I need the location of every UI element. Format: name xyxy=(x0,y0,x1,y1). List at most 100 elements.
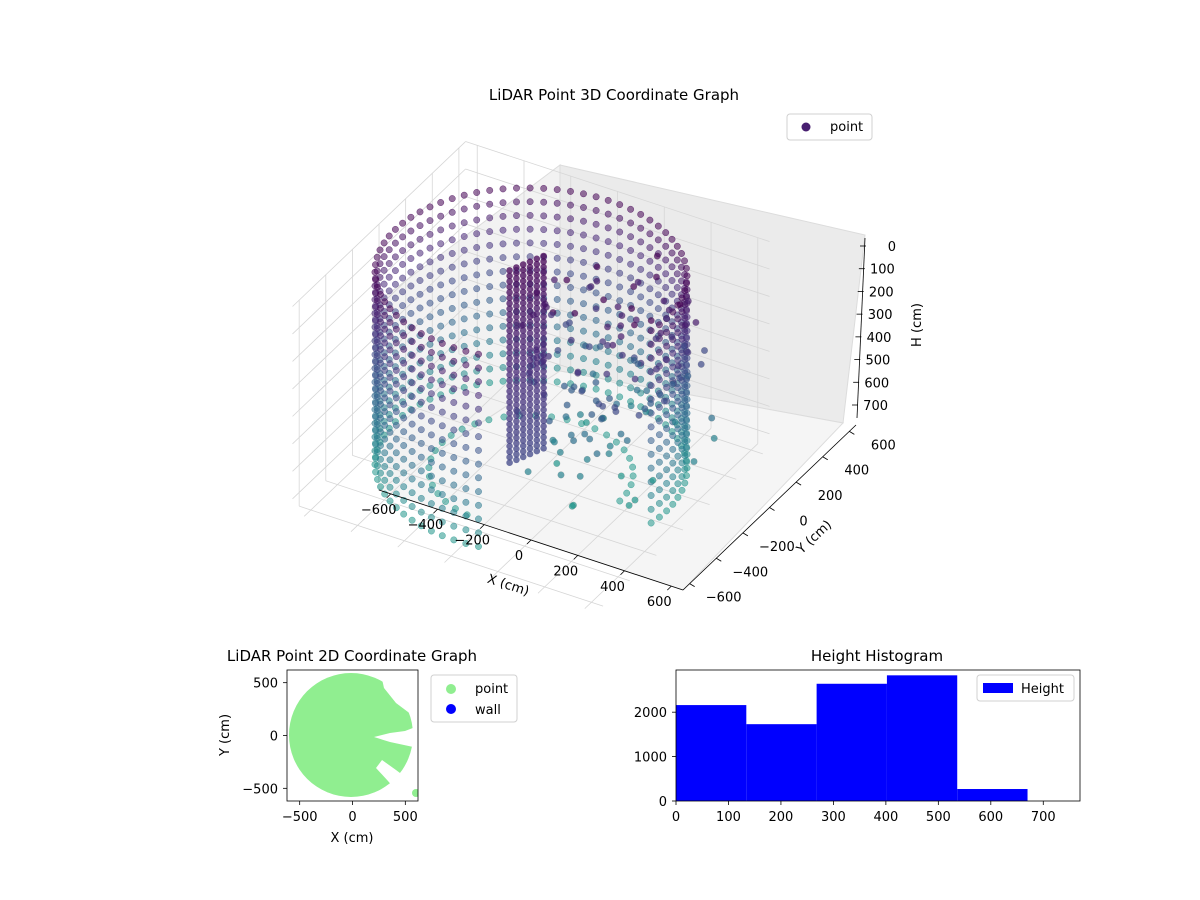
data-point-3d xyxy=(448,195,456,203)
data-point-3d xyxy=(391,225,399,233)
data-point-3d xyxy=(627,402,635,410)
data-point-3d xyxy=(408,516,416,524)
data-point-3d xyxy=(526,357,534,364)
y-tick-mark xyxy=(849,431,855,435)
data-point-3d xyxy=(400,318,408,326)
data-point-3d xyxy=(506,338,513,346)
data-point-3d xyxy=(519,442,527,450)
data-point-3d xyxy=(506,448,513,456)
data-point-3d xyxy=(408,365,416,373)
data-point-3d xyxy=(513,374,520,381)
data-point-3d xyxy=(526,412,534,419)
data-point-3d xyxy=(386,483,394,491)
data-point-3d xyxy=(513,423,520,431)
data-point-3d xyxy=(386,318,394,326)
data-point-3d xyxy=(475,446,482,454)
data-point-3d xyxy=(437,212,445,220)
data-point-3d xyxy=(462,526,470,534)
axes-frame-histogram xyxy=(675,669,1081,802)
data-point-3d xyxy=(678,486,686,494)
data-point-3d xyxy=(450,426,458,434)
data-point-3d xyxy=(616,242,624,250)
data-point-3d xyxy=(604,196,612,204)
data-point-3d xyxy=(540,384,547,392)
data-point-3d xyxy=(526,313,534,321)
data-point-3d xyxy=(674,329,682,337)
data-point-3d xyxy=(374,297,381,305)
data-point-3d xyxy=(381,476,389,484)
data-point-3d xyxy=(450,481,458,489)
data-point-3d xyxy=(473,257,481,265)
data-point-3d xyxy=(377,318,384,326)
data-point-3d xyxy=(669,322,677,330)
data-point-3d xyxy=(417,398,425,406)
data-point-3d xyxy=(399,274,407,282)
data-point-3d xyxy=(374,379,381,387)
data-point-3d xyxy=(603,370,611,378)
data-point-3d xyxy=(400,387,408,394)
data-point-3d xyxy=(585,343,593,351)
data-point-3d xyxy=(380,266,388,274)
data-point-3d xyxy=(586,284,594,292)
x-tick-mark xyxy=(620,570,625,576)
data-point-3d xyxy=(674,411,682,419)
data-point-3d xyxy=(540,307,547,315)
data-point-3d xyxy=(519,261,527,268)
data-point-3d xyxy=(450,440,458,448)
data-point-3d xyxy=(427,527,435,535)
data-point-3d xyxy=(460,246,468,254)
data-point-3d xyxy=(377,483,384,491)
data-point-3d xyxy=(386,387,394,395)
data-point-3d xyxy=(499,185,507,193)
data-point-3d xyxy=(526,384,534,392)
legend-marker-point xyxy=(801,122,811,132)
data-point-3d xyxy=(533,277,541,285)
data-point-3d xyxy=(385,232,393,240)
data-point-3d xyxy=(526,445,534,452)
data-point-3d xyxy=(589,370,597,378)
data-point-3d xyxy=(604,224,612,232)
data-point-3d xyxy=(417,330,425,338)
data-point-3d xyxy=(683,279,690,287)
data-point-3d xyxy=(499,295,507,303)
data-point-3d xyxy=(462,375,470,383)
data-point-3d xyxy=(386,428,394,436)
data-point-3d xyxy=(655,445,663,452)
data-point-3d xyxy=(506,349,513,357)
data-point-3d xyxy=(519,365,527,373)
data-point-3d xyxy=(506,300,513,307)
data-point-3d xyxy=(448,277,456,285)
data-point-3d xyxy=(663,479,671,487)
ticks-2d: −500 0 500 −500 0 500 xyxy=(242,677,417,825)
data-point-3d xyxy=(684,297,692,305)
data-point-3d xyxy=(448,305,456,312)
data-point-3d xyxy=(448,263,456,271)
data-point-3d xyxy=(540,329,547,337)
data-point-3d xyxy=(392,339,400,347)
data-point-3d xyxy=(448,332,456,340)
z-tick-label: 400 xyxy=(867,331,892,346)
data-point-3d xyxy=(604,293,612,300)
data-point-3d xyxy=(450,522,458,530)
data-point-3d xyxy=(462,443,470,451)
data-point-3d xyxy=(427,431,435,439)
data-point-3d xyxy=(416,249,424,257)
data-point-3d xyxy=(655,458,663,466)
data-point-3d xyxy=(381,435,389,443)
data-point-3d xyxy=(417,357,425,365)
data-point-3d xyxy=(427,362,435,370)
data-point-3d xyxy=(475,474,482,482)
data-point-3d xyxy=(427,376,435,384)
data-point-3d xyxy=(669,473,677,481)
data-point-3d xyxy=(592,289,600,297)
data-point-3d xyxy=(427,403,435,411)
data-point-3d xyxy=(616,497,624,505)
data-point-3d xyxy=(519,360,527,367)
data-point-3d xyxy=(506,360,513,368)
data-point-3d xyxy=(407,296,415,304)
data-point-3d xyxy=(669,487,677,495)
data-point-3d xyxy=(386,442,394,450)
data-point-3d xyxy=(526,346,534,353)
data-point-3d xyxy=(592,316,600,324)
data-point-3d xyxy=(663,328,671,336)
